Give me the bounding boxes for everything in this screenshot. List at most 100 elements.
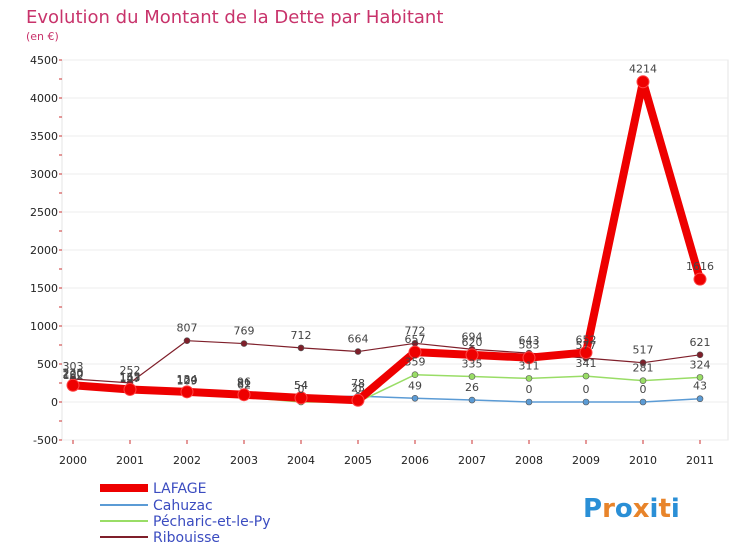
- y-tick-label: 500: [37, 358, 58, 371]
- data-point: [297, 344, 305, 352]
- data-point: [468, 373, 476, 380]
- data-label: 49: [408, 379, 422, 392]
- data-label: 621: [690, 336, 711, 349]
- y-tick-label: 0: [51, 396, 58, 409]
- data-label: 62: [237, 378, 251, 391]
- y-tick-label: 4000: [30, 92, 58, 105]
- data-point: [468, 396, 476, 404]
- data-label: 153: [120, 371, 141, 384]
- y-tick-label: 3500: [30, 130, 58, 143]
- data-label: 643: [519, 334, 540, 347]
- data-label: 0: [583, 383, 590, 396]
- data-label: 359: [405, 356, 426, 369]
- logo-letter: P: [583, 494, 602, 524]
- x-tick-label: 2001: [116, 454, 144, 467]
- legend-label: Ribouisse: [153, 530, 220, 546]
- data-label: 694: [462, 330, 483, 343]
- y-tick-label: 2500: [30, 206, 58, 219]
- logo-letter: o: [615, 494, 633, 524]
- data-point: [582, 398, 590, 406]
- data-point: [411, 371, 419, 379]
- x-tick-label: 2004: [287, 454, 315, 467]
- data-point: [237, 388, 251, 402]
- data-label: 311: [519, 359, 540, 372]
- data-point: [66, 378, 80, 392]
- data-point: [696, 351, 704, 359]
- data-point: [696, 395, 704, 403]
- data-label: 657: [405, 333, 426, 346]
- logo-letter: i: [650, 494, 659, 524]
- data-point: [579, 345, 593, 359]
- data-label: 26: [465, 381, 479, 394]
- proxiti-logo: Proxiti: [583, 494, 680, 524]
- data-point: [525, 375, 533, 382]
- data-label: 769: [234, 325, 255, 338]
- data-label: 341: [576, 357, 597, 370]
- y-tick-label: 4500: [30, 54, 58, 67]
- data-label: 807: [177, 322, 198, 335]
- legend-label: LAFAGE: [153, 481, 207, 497]
- chart-title: Evolution du Montant de la Dette par Hab…: [26, 7, 443, 28]
- x-tick-label: 2006: [401, 454, 429, 467]
- x-tick-label: 2010: [629, 454, 657, 467]
- y-tick-label: 2000: [30, 244, 58, 257]
- data-point: [639, 377, 647, 384]
- legend-label: Cahuzac: [153, 498, 213, 514]
- data-point: [639, 398, 647, 406]
- data-label: 120: [177, 374, 198, 387]
- data-label: 577: [576, 339, 597, 352]
- logo-letter: i: [671, 494, 680, 524]
- data-point: [696, 374, 704, 381]
- x-tick-label: 2003: [230, 454, 258, 467]
- data-label: 281: [633, 362, 654, 375]
- data-label: 4214: [629, 63, 657, 76]
- data-label: 134: [177, 373, 198, 386]
- series-line-3: [72, 340, 701, 384]
- data-label: 712: [291, 329, 312, 342]
- data-label: 0: [355, 383, 362, 396]
- data-point: [180, 385, 194, 399]
- data-label: 96: [237, 376, 251, 389]
- y-tick-label: -500: [33, 434, 58, 447]
- data-point: [240, 340, 248, 347]
- data-label: 200: [63, 368, 84, 381]
- data-label: 43: [693, 380, 707, 393]
- data-label: 23: [351, 381, 365, 394]
- data-label: 583: [519, 339, 540, 352]
- logo-letter: r: [602, 494, 615, 524]
- logo-letter: t: [658, 494, 670, 524]
- data-point: [408, 345, 422, 359]
- data-label: 109: [177, 375, 198, 388]
- data-label: 0: [526, 383, 533, 396]
- data-label: 620: [462, 336, 483, 349]
- y-axis: -500 0 500 1000 1500 2000 2500 3000 3500 4000 4500: [30, 54, 62, 447]
- data-point: [522, 351, 536, 365]
- x-tick-label: 2009: [572, 454, 600, 467]
- data-point: [411, 394, 419, 402]
- data-label: 517: [633, 344, 654, 357]
- x-tick-label: 2007: [458, 454, 486, 467]
- chart-subtitle: (en €): [26, 30, 59, 43]
- data-label: 664: [348, 333, 369, 346]
- data-label: 335: [462, 358, 483, 371]
- logo-text: Proxiti: [583, 494, 680, 524]
- data-point: [639, 359, 647, 367]
- data-label: 182: [63, 369, 84, 382]
- legend-label: Pécharic-et-le-Py: [153, 514, 271, 530]
- data-point: [123, 382, 137, 396]
- y-tick-label: 3000: [30, 168, 58, 181]
- y-tick-label: 1000: [30, 320, 58, 333]
- x-tick-label: 2005: [344, 454, 372, 467]
- data-label: 78: [351, 377, 365, 390]
- data-label: 147: [120, 372, 141, 385]
- data-label: 81: [237, 377, 251, 390]
- data-label: 324: [690, 358, 711, 371]
- data-label: 1616: [686, 260, 714, 273]
- data-label: 220: [63, 366, 84, 379]
- data-point: [294, 391, 308, 405]
- series-line-0: [72, 77, 704, 405]
- x-tick-label: 2000: [59, 454, 87, 467]
